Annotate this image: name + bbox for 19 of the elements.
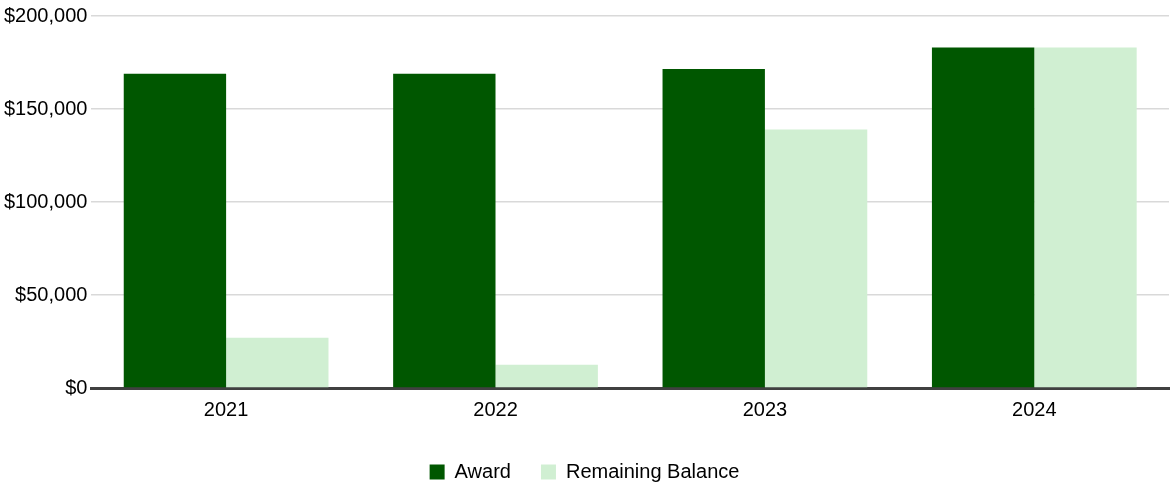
bar <box>495 364 598 388</box>
bar <box>393 73 496 388</box>
bar <box>226 337 329 388</box>
y-tick-label: $50,000 <box>15 282 88 305</box>
bar <box>1034 47 1137 388</box>
bar <box>764 129 868 388</box>
bar <box>662 69 765 388</box>
bar <box>123 73 227 388</box>
y-tick-label: $100,000 <box>4 189 88 212</box>
x-tick-label: 2023 <box>742 397 788 420</box>
bar <box>931 47 1035 388</box>
y-tick-label: $150,000 <box>4 96 88 119</box>
x-tick-label: 2021 <box>203 397 249 420</box>
x-tick-label: 2024 <box>1012 397 1057 420</box>
x-tick-label: 2022 <box>473 397 518 420</box>
legend-label: Award <box>454 459 511 482</box>
y-tick-label: $200,000 <box>4 3 88 26</box>
y-tick-label: $0 <box>65 375 88 398</box>
legend-label: Remaining Balance <box>565 459 740 482</box>
